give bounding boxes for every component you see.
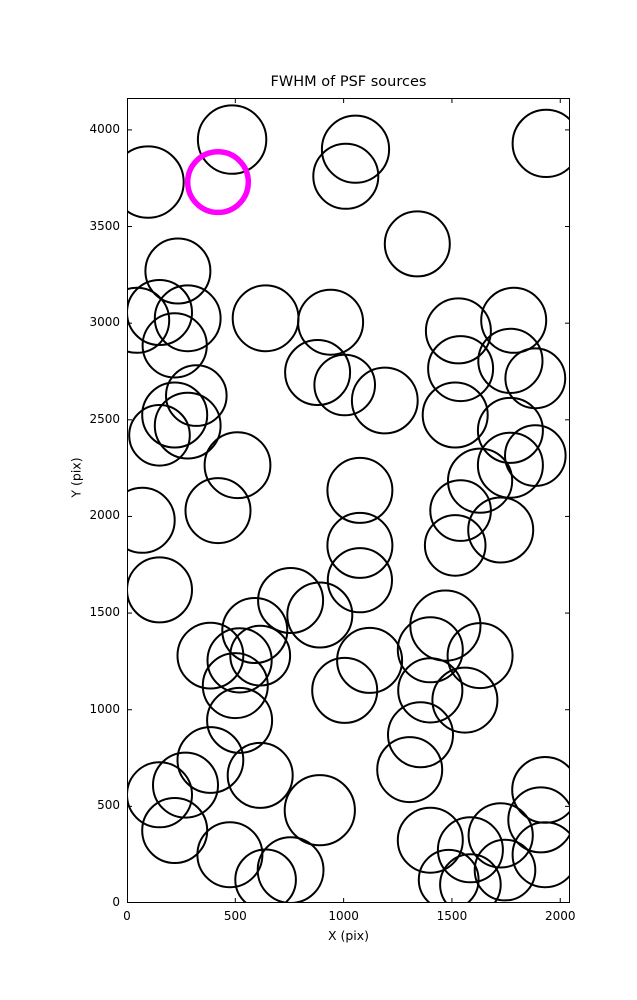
psf-source-circle	[176, 621, 245, 690]
psf-source-circle	[127, 279, 193, 346]
psf-source-circle	[431, 666, 499, 734]
psf-source-circle	[477, 327, 544, 394]
psf-source-circle	[467, 496, 535, 564]
psf-source-circle	[196, 104, 268, 175]
psf-source-circle	[447, 447, 514, 514]
psf-source-circle	[467, 802, 534, 869]
psf-source-circle	[427, 335, 495, 403]
x-tick-label: 0	[123, 909, 131, 923]
psf-source-circle	[504, 424, 567, 487]
psf-source-circle	[423, 514, 487, 577]
x-tick-label: 1000	[328, 909, 359, 923]
psf-source-circle	[313, 353, 376, 417]
y-tick-label: 2000	[89, 508, 120, 523]
psf-source-circle	[311, 656, 379, 724]
psf-source-circle	[206, 627, 273, 694]
psf-source-circle	[376, 736, 444, 804]
psf-source-circle	[336, 626, 404, 694]
y-tick-label: 0	[112, 895, 120, 909]
plot-area	[127, 98, 570, 903]
psf-source-circle	[476, 431, 544, 499]
psf-source-circle	[511, 756, 570, 824]
psf-source-circle	[476, 396, 544, 464]
psf-source-circle	[152, 751, 219, 819]
psf-source-circle	[231, 284, 300, 353]
psf-source-circle	[424, 297, 492, 365]
psf-source-circle	[320, 114, 391, 184]
x-axis-label: X (pix)	[327, 928, 370, 943]
psf-source-circle	[128, 404, 191, 467]
psf-source-circle	[234, 848, 297, 903]
psf-source-circle	[201, 652, 269, 720]
psf-source-circle	[396, 616, 464, 684]
x-tick-label: 2000	[544, 909, 576, 923]
psf-source-circle	[504, 347, 567, 410]
psf-source-circle	[283, 774, 356, 847]
psf-source-circle	[184, 477, 252, 545]
psf-source-circle	[196, 821, 264, 889]
x-tick-label: 1500	[436, 909, 468, 923]
y-tick-label: 1000	[89, 701, 120, 716]
psf-source-circle	[226, 741, 294, 809]
psf-source-circle	[206, 686, 274, 754]
psf-source-circle	[446, 622, 514, 690]
psf-source-circle	[203, 431, 272, 500]
psf-source-circle	[350, 366, 419, 435]
psf-source-circle	[141, 381, 209, 449]
psf-source-circle	[480, 286, 548, 354]
psf-source-circle	[221, 597, 289, 664]
psf-source-circle	[144, 237, 212, 305]
psf-source-circle	[421, 381, 489, 449]
psf-source-circle	[473, 838, 537, 902]
y-axis-label: Y (pix)	[68, 457, 84, 498]
psf-source-circle	[127, 145, 185, 219]
psf-source-circle	[153, 391, 222, 460]
psf-source-circle	[417, 848, 480, 903]
psf-source-circle	[436, 816, 504, 884]
psf-source-circle-highlight	[184, 149, 252, 216]
psf-source-circle	[297, 288, 365, 356]
psf-source-circle	[127, 556, 193, 624]
psf-source-circle	[511, 821, 570, 889]
psf-source-circle	[387, 701, 454, 769]
psf-source-circle	[127, 286, 171, 354]
psf-source-circle	[383, 210, 451, 278]
psf-source-circle	[507, 786, 570, 854]
y-tick-label: 2500	[89, 411, 120, 426]
psf-source-circle	[176, 726, 245, 794]
psf-source-circle	[256, 836, 325, 903]
psf-source-circle	[153, 284, 222, 353]
psf-source-circle	[229, 624, 292, 687]
psf-source-circle	[127, 486, 176, 554]
y-tick-label: 3500	[89, 218, 120, 233]
axes-frame	[127, 98, 570, 903]
psf-source-circle	[439, 853, 502, 903]
psf-source-circle	[127, 761, 193, 829]
psf-source-circle	[409, 589, 482, 662]
y-tick-label: 500	[97, 798, 120, 813]
psf-source-circle	[257, 567, 325, 634]
psf-source-circle	[286, 581, 354, 649]
psf-source-circle	[396, 806, 464, 874]
psf-source-circle	[326, 511, 394, 579]
y-tick-label: 1500	[89, 605, 120, 620]
psf-source-circle	[165, 364, 228, 427]
psf-source-circle	[511, 108, 570, 178]
y-tick-label: 3000	[89, 315, 120, 330]
psf-source-circle	[326, 456, 394, 524]
psf-source-circle	[429, 479, 492, 542]
psf-source-circle	[141, 312, 208, 379]
psf-source-circle	[326, 547, 393, 614]
psf-source-circle	[397, 657, 464, 724]
x-tick-label: 500	[223, 909, 247, 923]
psf-source-circle	[284, 339, 352, 406]
psf-source-circle	[312, 142, 380, 210]
plot-title: FWHM of PSF sources	[270, 74, 427, 90]
y-tick-label: 4000	[89, 121, 120, 136]
